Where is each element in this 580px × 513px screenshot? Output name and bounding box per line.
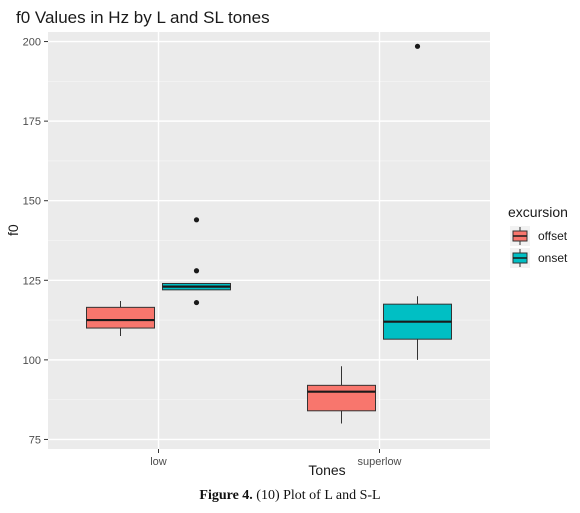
chart-title: f0 Values in Hz by L and SL tones [16, 8, 270, 27]
box-offset-low [86, 306, 155, 329]
legend: excursion offset onset [508, 204, 568, 270]
y-tick-label: 175 [23, 116, 41, 128]
caption-figure-label: Figure 4. [199, 488, 253, 503]
x-axis-label: Tones [308, 462, 346, 478]
y-axis-label: f0 [5, 224, 21, 236]
outlier-point [193, 299, 200, 306]
legend-title: excursion [508, 204, 568, 220]
box-offset-superlow [307, 384, 376, 412]
y-tick-label: 125 [23, 275, 41, 287]
legend-item-onset: onset [508, 248, 568, 270]
y-tick-label: 150 [23, 196, 41, 208]
y-tick-label: 200 [23, 37, 41, 49]
x-tick-label: low [150, 456, 167, 468]
legend-item-offset: offset [508, 226, 568, 248]
legend-label-onset: onset [538, 251, 568, 265]
caption-text: (10) Plot of L and S-L [252, 488, 381, 503]
outlier-point [193, 268, 200, 274]
legend-label-offset: offset [538, 229, 568, 243]
legend-key-offset [510, 226, 530, 246]
x-tick-label: superlow [357, 456, 401, 468]
legend-key-onset [510, 248, 530, 268]
outlier-point [414, 43, 421, 49]
outlier-point [193, 217, 200, 223]
figure-caption: Figure 4. (10) Plot of L and S-L [0, 488, 580, 504]
y-tick-label: 75 [29, 434, 41, 446]
y-tick-label: 100 [23, 355, 41, 367]
